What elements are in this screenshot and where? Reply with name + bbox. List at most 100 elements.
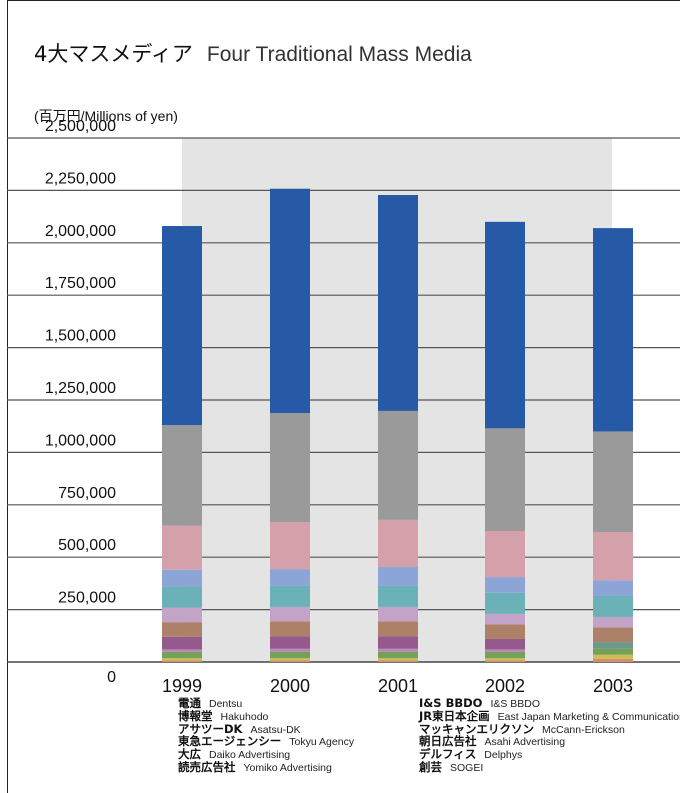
legend-item-jp: 東急エージェンシー <box>178 734 282 749</box>
bar-segment <box>378 658 418 661</box>
legend-item-jp: I&S BBDO <box>419 696 483 710</box>
x-tick-label: 2003 <box>593 676 633 696</box>
bar-segment <box>378 651 418 659</box>
legend-item-jp: 創芸 <box>419 760 442 774</box>
bar-segment <box>378 621 418 637</box>
legend-item: 東急エージェンシー Tokyu Agency <box>178 735 354 749</box>
bar-segment <box>270 569 310 586</box>
bar-segment <box>593 648 633 655</box>
stacked-bar-chart: 0 250,000 500,000 750,000 1,000,000 1,250,000… <box>7 118 680 696</box>
bar-segment <box>485 624 525 639</box>
legend-item: 朝日広告社 Asahi Advertising <box>419 735 565 749</box>
y-tick-label: 250,000 <box>58 590 116 607</box>
legend-item-jp: マッキャンエリクソン <box>419 721 534 736</box>
legend-item: 読売広告社 Yomiko Advertising <box>178 761 332 775</box>
y-tick-label: 2,250,000 <box>45 170 116 187</box>
legend-item-en: Delphys <box>484 749 523 762</box>
legend-item-en: Yomiko Advertising <box>243 762 332 774</box>
bar-segment <box>378 567 418 586</box>
legend-item-jp: アサツーDK <box>178 721 243 736</box>
bar-segment <box>485 651 525 659</box>
y-tick-label: 1,250,000 <box>45 380 116 397</box>
bar-segment <box>162 660 202 662</box>
legend-item-en: East Japan Marketing & Communications <box>497 710 680 723</box>
chart-title: 4大マスメディア Four Traditional Mass Media <box>34 38 472 68</box>
bar-segment <box>378 648 418 652</box>
chart-title-jp: 4大マスメディア <box>34 42 193 66</box>
bar-segment <box>485 592 525 614</box>
bar-segment <box>162 622 202 637</box>
bar-segment <box>378 585 418 607</box>
bar-segment <box>270 585 310 607</box>
legend-item: マッキャンエリクソン McCann-Erickson <box>419 721 625 737</box>
bar-segment <box>162 658 202 661</box>
legend-item-jp: 博報堂 <box>178 708 213 723</box>
x-tick-label: 2001 <box>378 676 418 696</box>
y-tick-label: 2,000,000 <box>45 223 116 240</box>
bar-segment <box>270 636 310 649</box>
y-tick-label: 1,750,000 <box>45 275 116 292</box>
bar-segment <box>593 654 633 659</box>
bar-segment <box>378 636 418 649</box>
bar-segment <box>270 658 310 661</box>
legend-item: 博報堂 Hakuhodo <box>178 708 269 724</box>
legend-item: 電通 Dentsu <box>178 697 242 711</box>
y-tick-label: 1,000,000 <box>45 432 116 449</box>
bar-segment <box>162 226 202 426</box>
bar-segment <box>270 606 310 622</box>
bar-segment <box>593 642 633 649</box>
bar-segment <box>485 649 525 652</box>
legend-item-en: Tokyu Agency <box>289 736 355 749</box>
x-tick-label: 2002 <box>485 676 525 696</box>
legend-item: 創芸 SOGEI <box>419 761 483 775</box>
legend-item-jp: 朝日広告社 <box>419 734 477 749</box>
bar-segment <box>378 519 418 568</box>
bar-segment <box>162 651 202 659</box>
legend-item-en: Daiko Advertising <box>209 749 291 762</box>
legend-item-en: I&S BBDO <box>490 698 541 710</box>
bar-segment <box>593 580 633 596</box>
bar-segment <box>593 228 633 432</box>
bar-segment <box>593 616 633 628</box>
y-tick-label: 500,000 <box>58 537 116 554</box>
bar-segment <box>270 651 310 659</box>
x-tick-label: 2000 <box>270 676 310 696</box>
legend-item: JR東日本企画 East Japan Marketing & Communicat… <box>419 708 680 724</box>
y-tick-label: 1,500,000 <box>45 328 116 345</box>
bar-segment <box>378 410 418 520</box>
bar-segment <box>593 658 633 662</box>
bar-segment <box>378 606 418 622</box>
bar-segment <box>485 638 525 650</box>
chart-title-en: Four Traditional Mass Media <box>206 43 472 66</box>
bar-segment <box>162 569 202 587</box>
legend-item-jp: JR東日本企画 <box>419 708 490 723</box>
bar-segment <box>270 521 310 570</box>
legend-item-jp: デルフィス <box>419 747 477 762</box>
y-tick-label: 750,000 <box>58 485 116 502</box>
legend-item-en: McCann-Erickson <box>542 723 625 736</box>
bar-segment <box>485 577 525 593</box>
bar-segment <box>485 613 525 625</box>
x-tick-label: 1999 <box>162 676 202 696</box>
bar-segment <box>270 412 310 522</box>
legend-item-jp: 電通 <box>178 696 201 710</box>
legend-item-en: Asahi Advertising <box>484 736 566 749</box>
bar-segment <box>485 531 525 578</box>
bar-segment <box>162 425 202 526</box>
legend-item-en: SOGEI <box>450 762 484 774</box>
bar-segment <box>378 660 418 662</box>
bar-segment <box>162 649 202 652</box>
legend-item-en: Hakuhodo <box>220 710 269 723</box>
y-tick-label: 0 <box>107 669 116 686</box>
legend-item-en: Dentsu <box>209 698 243 710</box>
y-tick-label: 2,500,000 <box>45 118 116 135</box>
bar-segment <box>485 428 525 531</box>
bar-segment <box>593 627 633 643</box>
legend-item-jp: 読売広告社 <box>178 760 236 774</box>
chart-frame <box>7 0 680 793</box>
bar-segment <box>162 607 202 623</box>
legend-item-jp: 大広 <box>178 747 201 762</box>
legend-item: 大広 Daiko Advertising <box>178 748 290 762</box>
bar-segment <box>593 431 633 533</box>
bar-segment <box>270 621 310 637</box>
